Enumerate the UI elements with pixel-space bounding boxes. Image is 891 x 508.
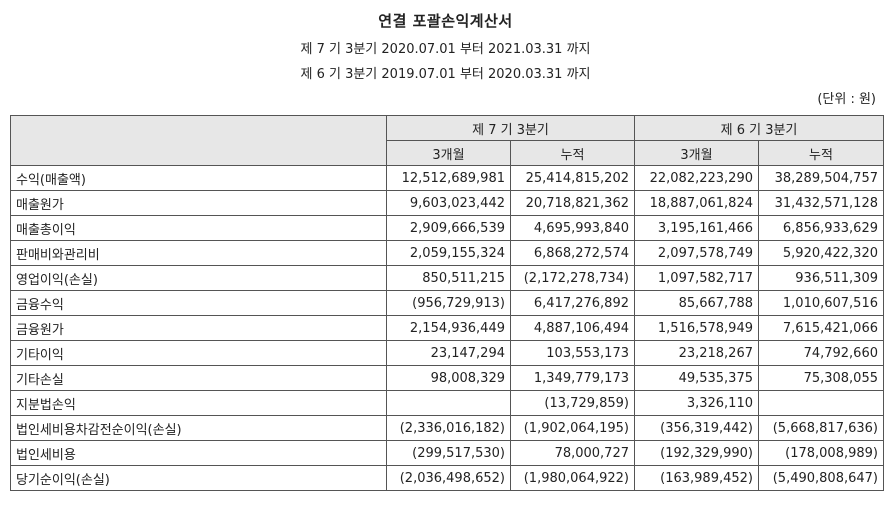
amount-cell: (192,329,990) xyxy=(634,440,759,466)
amount-cell: (13,729,859) xyxy=(510,390,635,416)
account-label: 지분법손익 xyxy=(10,390,387,416)
table-row: 기타손실 98,008,329 1,349,779,173 49,535,375 75,… xyxy=(10,365,884,391)
amount-cell: 1,010,607,516 xyxy=(758,290,884,316)
prior-period-header: 제 6 기 3분기 xyxy=(634,115,884,141)
amount-cell: 23,218,267 xyxy=(634,340,759,366)
amount-cell: 3,326,110 xyxy=(634,390,759,416)
table-row: 금융수익 (956,729,913) 6,417,276,892 85,667,788… xyxy=(10,290,884,316)
amount-cell: 4,695,993,840 xyxy=(510,215,635,241)
amount-cell: 98,008,329 xyxy=(386,365,511,391)
amount-cell: 2,909,666,539 xyxy=(386,215,511,241)
account-label: 법인세비용차감전순이익(손실) xyxy=(10,415,387,441)
amount-cell: 5,920,422,320 xyxy=(758,240,884,266)
current-cumulative-header: 누적 xyxy=(510,140,635,166)
account-label: 매출원가 xyxy=(10,190,387,216)
amount-cell: 12,512,689,981 xyxy=(386,165,511,191)
amount-cell: 18,887,061,824 xyxy=(634,190,759,216)
amount-cell: 103,553,173 xyxy=(510,340,635,366)
account-label: 금융수익 xyxy=(10,290,387,316)
table-row: 수익(매출액) 12,512,689,981 25,414,815,202 22,08… xyxy=(10,165,884,191)
amount-cell: 936,511,309 xyxy=(758,265,884,291)
amount-cell: 20,718,821,362 xyxy=(510,190,635,216)
amount-cell: 6,868,272,574 xyxy=(510,240,635,266)
account-label: 영업이익(손실) xyxy=(10,265,387,291)
account-label: 법인세비용 xyxy=(10,440,387,466)
amount-cell: (299,517,530) xyxy=(386,440,511,466)
amount-cell: 85,667,788 xyxy=(634,290,759,316)
account-label: 기타손실 xyxy=(10,365,387,391)
amount-cell: 75,308,055 xyxy=(758,365,884,391)
amount-cell: (2,036,498,652) xyxy=(386,465,511,491)
amount-cell: 9,603,023,442 xyxy=(386,190,511,216)
amount-cell: 23,147,294 xyxy=(386,340,511,366)
amount-cell: 31,432,571,128 xyxy=(758,190,884,216)
table-row: 법인세비용 (299,517,530) 78,000,727 (192,329,990… xyxy=(10,440,884,466)
amount-cell: (356,319,442) xyxy=(634,415,759,441)
account-label: 매출총이익 xyxy=(10,215,387,241)
amount-cell: 3,195,161,466 xyxy=(634,215,759,241)
current-3month-header: 3개월 xyxy=(386,140,511,166)
table-row: 판매비와관리비 2,059,155,324 6,868,272,574 2,097,5… xyxy=(10,240,884,266)
prior-3month-header: 3개월 xyxy=(634,140,759,166)
amount-cell: 25,414,815,202 xyxy=(510,165,635,191)
amount-cell: (1,902,064,195) xyxy=(510,415,635,441)
amount-cell: 850,511,215 xyxy=(386,265,511,291)
amount-cell: 1,349,779,173 xyxy=(510,365,635,391)
table-row: 지분법손익 (13,729,859) 3,326,110 xyxy=(10,390,884,416)
amount-cell: 1,097,582,717 xyxy=(634,265,759,291)
amount-cell: 2,154,936,449 xyxy=(386,315,511,341)
amount-cell: (956,729,913) xyxy=(386,290,511,316)
statement-title: 연결 포괄손익계산서 xyxy=(378,12,513,30)
table-row: 법인세비용차감전순이익(손실) (2,336,016,182) (1,902,064… xyxy=(10,415,884,441)
table-row: 당기순이익(손실) (2,036,498,652) (1,980,064,922)(… xyxy=(10,465,884,491)
amount-cell: (2,336,016,182) xyxy=(386,415,511,441)
amount-cell: 1,516,578,949 xyxy=(634,315,759,341)
amount-cell: (1,980,064,922) xyxy=(510,465,635,491)
amount-cell xyxy=(386,390,511,416)
account-label: 기타이익 xyxy=(10,340,387,366)
account-label: 수익(매출액) xyxy=(10,165,387,191)
account-label: 판매비와관리비 xyxy=(10,240,387,266)
table-row: 금융원가 2,154,936,449 4,887,106,494 1,516,578,… xyxy=(10,315,884,341)
amount-cell: 2,059,155,324 xyxy=(386,240,511,266)
amount-cell: 22,082,223,290 xyxy=(634,165,759,191)
amount-cell: 4,887,106,494 xyxy=(510,315,635,341)
amount-cell: 49,535,375 xyxy=(634,365,759,391)
prior-cumulative-header: 누적 xyxy=(758,140,884,166)
amount-cell xyxy=(758,390,884,416)
amount-cell: (163,989,452) xyxy=(634,465,759,491)
amount-cell: 7,615,421,066 xyxy=(758,315,884,341)
amount-cell: (178,008,989) xyxy=(758,440,884,466)
unit-label: (단위 : 원) xyxy=(817,92,876,107)
table-row: 영업이익(손실) 850,511,215 (2,172,278,734) 1,097,… xyxy=(10,265,884,291)
account-label: 금융원가 xyxy=(10,315,387,341)
amount-cell: (2,172,278,734) xyxy=(510,265,635,291)
amount-cell: 78,000,727 xyxy=(510,440,635,466)
amount-cell: 74,792,660 xyxy=(758,340,884,366)
current-period-header: 제 7 기 3분기 xyxy=(386,115,635,141)
amount-cell: (5,490,808,647) xyxy=(758,465,884,491)
amount-cell: (5,668,817,636) xyxy=(758,415,884,441)
amount-cell: 6,856,933,629 xyxy=(758,215,884,241)
prior-period: 제 6 기 3분기 2019.07.01 부터 2020.03.31 까지 xyxy=(300,67,591,82)
table-row: 매출총이익 2,909,666,539 4,695,993,840 3,195,161… xyxy=(10,215,884,241)
account-header xyxy=(10,115,387,166)
amount-cell: 2,097,578,749 xyxy=(634,240,759,266)
table-row: 기타이익 23,147,294 103,553,173 23,218,267 74,79… xyxy=(10,340,884,366)
current-period: 제 7 기 3분기 2020.07.01 부터 2021.03.31 까지 xyxy=(300,42,591,57)
table-row: 매출원가 9,603,023,442 20,718,821,362 18,887,06… xyxy=(10,190,884,216)
amount-cell: 38,289,504,757 xyxy=(758,165,884,191)
income-statement-table: 제 7 기 3분기 제 6 기 3분기 3개월 누적 3개월 누적 수익(매출액… xyxy=(10,115,884,491)
amount-cell: 6,417,276,892 xyxy=(510,290,635,316)
account-label: 당기순이익(손실) xyxy=(10,465,387,491)
